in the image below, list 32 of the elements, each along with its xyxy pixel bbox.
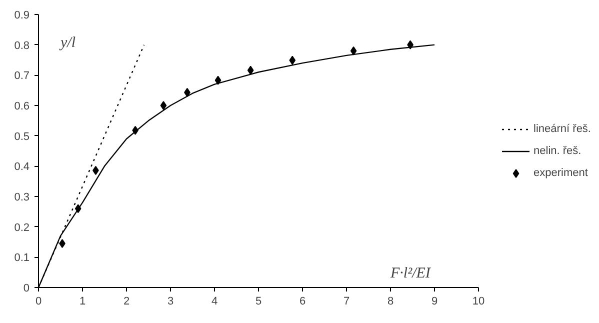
y-tick-label: 0.5: [14, 130, 30, 143]
point: [214, 76, 222, 85]
x-tick-label: 10: [472, 296, 485, 308]
x-tick-label: 2: [123, 296, 130, 308]
point: [74, 204, 82, 214]
y-tick-label: 0.4: [14, 161, 30, 174]
x-tick-label: 9: [431, 296, 438, 308]
y-tick-label: 0.3: [14, 192, 30, 204]
x-tick-label: 6: [299, 296, 306, 308]
point: [160, 101, 167, 110]
x-tick-label: 5: [255, 296, 262, 308]
legend-label: lineární řeš.: [534, 122, 591, 134]
x-tick-label: 8: [387, 296, 394, 308]
legend-label: nelin. řeš.: [534, 144, 582, 156]
x-axis-title: F·l²/EI: [390, 265, 432, 282]
y-tick-label: 0.1: [14, 252, 30, 264]
y-tick-label: 0.2: [14, 222, 30, 234]
x-tick-label: 0: [35, 296, 42, 308]
legend-label: experiment: [534, 166, 588, 178]
x-tick-label: 3: [167, 296, 174, 308]
x-tick-label: 4: [211, 296, 218, 308]
y-tick-label: 0: [23, 282, 30, 294]
x-tick-label: 1: [79, 296, 86, 308]
point: [247, 66, 254, 75]
y-tick-label: 0.9: [14, 10, 30, 22]
point: [289, 56, 296, 65]
x-tick-label: 7: [343, 296, 350, 308]
y-tick-label: 0.6: [14, 100, 30, 112]
y-tick-label: 0.7: [14, 70, 30, 82]
y-axis-title: y/l: [58, 34, 76, 51]
point: [350, 46, 357, 56]
y-tick-label: 0.8: [14, 40, 30, 52]
